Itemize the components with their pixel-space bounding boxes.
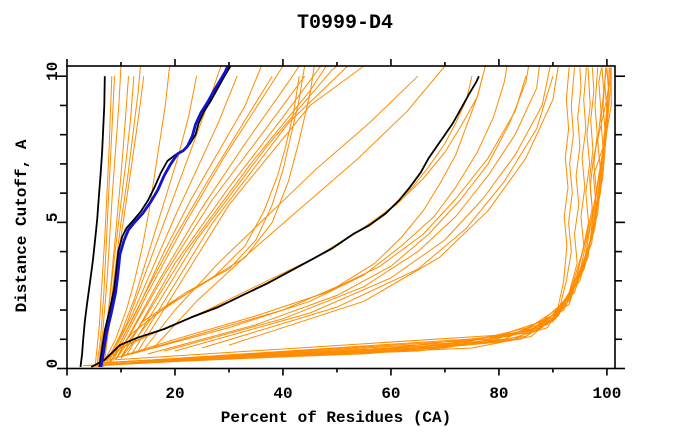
tick-label-layer: 0 20 40 60 80 100 0 5 10 [44, 62, 621, 403]
series-orange-b1 [101, 65, 171, 366]
series-orange-c7 [201, 76, 554, 349]
series-black-companion [98, 65, 232, 368]
series-orange-a3 [88, 67, 587, 367]
series-orange-d2 [97, 65, 122, 368]
data-series-layer [79, 65, 612, 368]
x-tick-label: 100 [592, 385, 621, 403]
series-orange-b2 [104, 76, 198, 366]
series-orange-c8 [228, 65, 559, 346]
x-axis-label: Percent of Residues (CA) [221, 409, 451, 427]
series-orange-b7 [112, 65, 284, 362]
series-blue-highlight [99, 65, 230, 368]
x-tick-label: 40 [273, 385, 292, 403]
y-tick-label: 0 [44, 359, 62, 369]
series-orange-b4 [107, 76, 238, 365]
series-orange-c2 [131, 65, 508, 355]
series-orange-b8 [115, 65, 300, 360]
series-black-steep-left [79, 76, 106, 368]
series-orange-s2 [120, 65, 315, 359]
series-orange-d6 [94, 76, 113, 368]
series-orange-a2 [88, 67, 582, 367]
x-tick-label: 60 [381, 385, 400, 403]
series-orange-c4 [164, 65, 540, 352]
y-tick-label: 5 [44, 213, 62, 223]
series-orange-s3 [109, 76, 300, 362]
series-orange-a13 [107, 67, 611, 364]
series-orange-b9 [115, 75, 306, 360]
series-orange-b16 [153, 65, 446, 349]
x-tick-label: 0 [62, 385, 72, 403]
y-axis-label: Distance Cutoff, A [13, 139, 31, 312]
x-tick-label: 80 [489, 385, 508, 403]
series-orange-s1 [115, 65, 306, 360]
series-orange-a4 [91, 67, 591, 367]
series-orange-c5 [174, 65, 551, 352]
series-orange-a10 [102, 67, 608, 364]
x-tick-label: 20 [165, 385, 184, 403]
series-orange-a12 [104, 67, 610, 364]
series-orange-a6 [93, 67, 599, 367]
series-black-middle [90, 75, 480, 368]
series-orange-a9 [99, 67, 607, 364]
series-orange-b6 [109, 75, 273, 363]
series-orange-b3 [104, 65, 222, 366]
series-orange-c1 [120, 76, 484, 358]
series-orange-a15 [110, 76, 612, 364]
series-orange-d1 [96, 76, 115, 368]
series-orange-a14 [83, 67, 570, 367]
plot-title: T0999-D4 [297, 12, 393, 35]
plot-frame [66, 65, 616, 370]
series-orange-b12 [125, 65, 338, 356]
series-orange-b11 [120, 65, 327, 358]
series-orange-a16 [115, 67, 612, 361]
axes-layer [57, 59, 625, 376]
y-tick-label: 10 [44, 62, 62, 81]
series-orange-c6 [110, 76, 527, 361]
series-orange-b14 [136, 65, 365, 353]
series-orange-b13 [131, 65, 349, 355]
series-orange-a5 [93, 67, 595, 367]
